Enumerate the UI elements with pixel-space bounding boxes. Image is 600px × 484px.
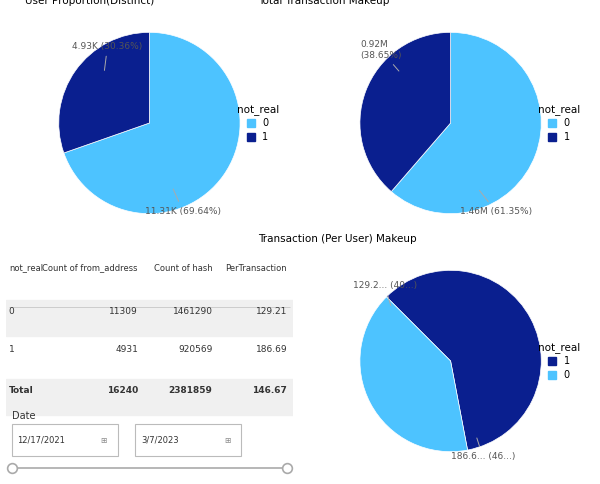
Text: 1.46M (61.35%): 1.46M (61.35%) xyxy=(460,191,532,216)
Bar xyxy=(6,300,293,336)
Text: ⊞: ⊞ xyxy=(224,436,230,445)
Text: Date: Date xyxy=(12,411,35,421)
Bar xyxy=(12,424,118,456)
Text: 1461290: 1461290 xyxy=(173,306,212,316)
Text: 12/17/2021: 12/17/2021 xyxy=(17,436,65,445)
Text: 146.67: 146.67 xyxy=(252,386,287,395)
Wedge shape xyxy=(59,32,149,153)
Bar xyxy=(6,379,293,415)
Bar xyxy=(6,338,293,375)
Bar xyxy=(135,424,241,456)
Wedge shape xyxy=(391,32,541,213)
Wedge shape xyxy=(360,32,451,192)
Wedge shape xyxy=(360,297,467,452)
Text: 186.6... (46...): 186.6... (46...) xyxy=(451,438,515,461)
Legend: 0, 1: 0, 1 xyxy=(535,101,583,145)
Text: 4.93K (30.36%): 4.93K (30.36%) xyxy=(73,42,143,70)
Text: ⊞: ⊞ xyxy=(101,436,107,445)
Legend: 0, 1: 0, 1 xyxy=(233,101,281,145)
Text: 186.69: 186.69 xyxy=(256,345,287,354)
Text: 4931: 4931 xyxy=(115,345,138,354)
Text: 11.31K (69.64%): 11.31K (69.64%) xyxy=(145,189,221,216)
Legend: 1, 0: 1, 0 xyxy=(535,339,583,383)
Text: 3/7/2023: 3/7/2023 xyxy=(141,436,178,445)
Text: not_real: not_real xyxy=(9,263,43,272)
Wedge shape xyxy=(64,32,240,213)
Text: 129.21: 129.21 xyxy=(256,306,287,316)
Text: 920569: 920569 xyxy=(178,345,212,354)
Text: Transaction (Per User) Makeup: Transaction (Per User) Makeup xyxy=(258,234,416,244)
Text: User Proportion(Distinct): User Proportion(Distinct) xyxy=(25,0,154,6)
Text: 0: 0 xyxy=(9,306,14,316)
Text: Count of from_address: Count of from_address xyxy=(43,263,138,272)
Wedge shape xyxy=(386,271,541,450)
Text: 129.2... (40...): 129.2... (40...) xyxy=(353,282,417,306)
Text: 11309: 11309 xyxy=(109,306,138,316)
Text: Total Transaction Makeup: Total Transaction Makeup xyxy=(258,0,389,6)
Text: Count of hash: Count of hash xyxy=(154,263,212,272)
Text: Total: Total xyxy=(9,386,34,395)
Text: 16240: 16240 xyxy=(107,386,138,395)
Text: 1: 1 xyxy=(9,345,14,354)
Text: PerTransaction: PerTransaction xyxy=(226,263,287,272)
Text: 0.92M
(38.65%): 0.92M (38.65%) xyxy=(360,40,401,71)
Text: 2381859: 2381859 xyxy=(169,386,212,395)
